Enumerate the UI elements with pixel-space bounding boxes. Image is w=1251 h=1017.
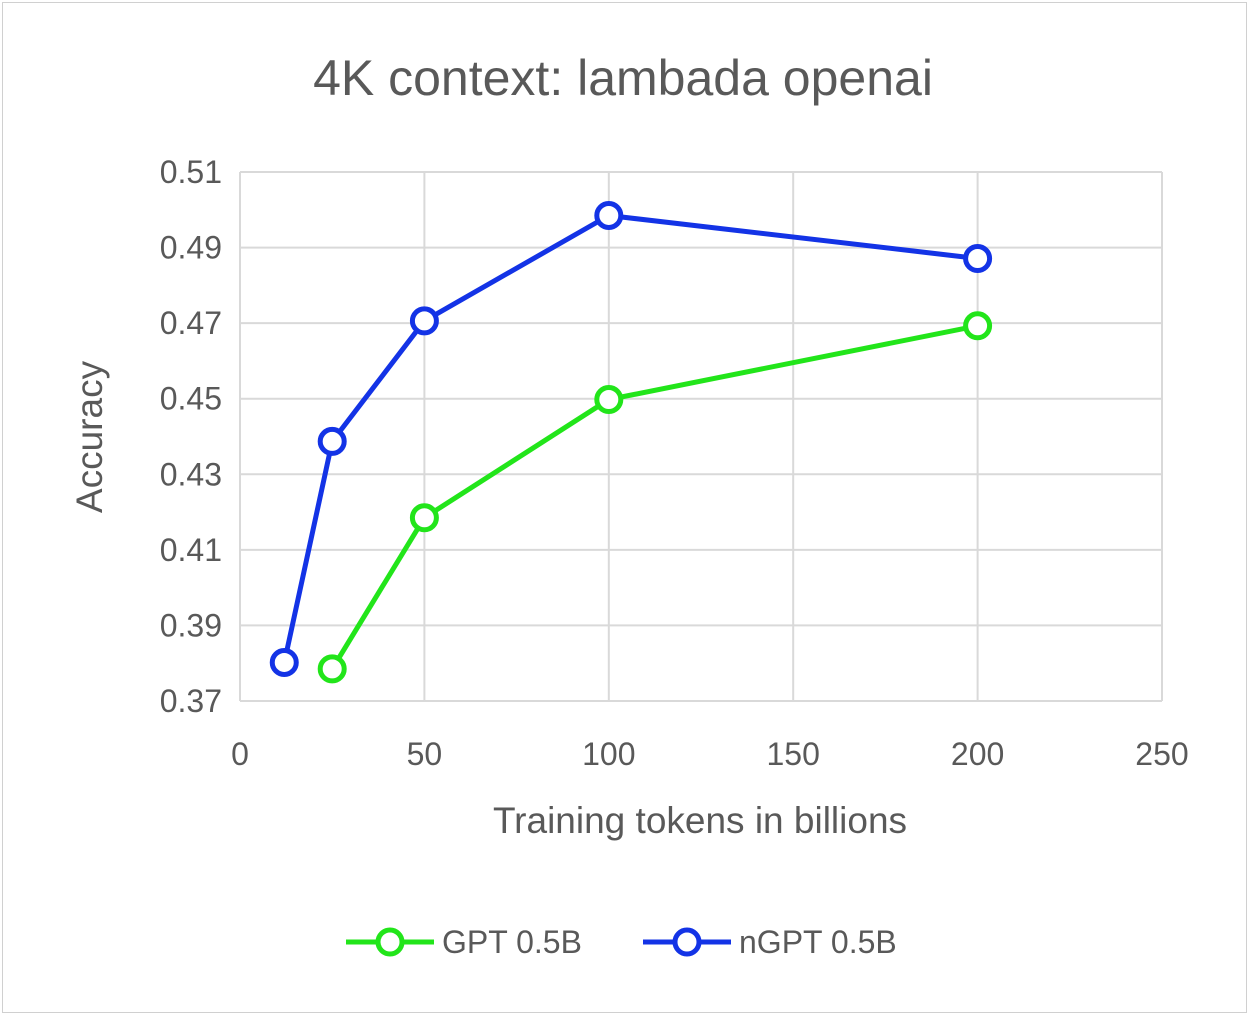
legend-label: GPT 0.5B — [442, 924, 582, 960]
data-point — [963, 311, 993, 341]
y-tick-label: 0.47 — [160, 305, 222, 341]
legend-item-ngpt-0-5b: nGPT 0.5B — [643, 924, 897, 960]
data-point — [409, 306, 439, 336]
chart-title: 4K context: lambada openai — [313, 50, 933, 106]
x-tick-label: 200 — [951, 736, 1004, 772]
x-tick-label: 50 — [407, 736, 443, 772]
data-point — [594, 200, 624, 230]
legend-label: nGPT 0.5B — [739, 924, 897, 960]
y-tick-label: 0.49 — [160, 230, 222, 266]
y-tick-label: 0.45 — [160, 381, 222, 417]
series-ngpt-0-5b — [269, 200, 993, 677]
y-tick-label: 0.41 — [160, 532, 222, 568]
x-tick-label: 100 — [582, 736, 635, 772]
data-point — [963, 244, 993, 274]
x-tick-label: 150 — [767, 736, 820, 772]
legend-item-gpt-0-5b: GPT 0.5B — [346, 924, 582, 960]
y-tick-label: 0.51 — [160, 154, 222, 190]
y-tick-label: 0.39 — [160, 607, 222, 643]
y-axis-label: Accuracy — [69, 360, 110, 513]
x-axis-ticks: 0 50 100 150 200 250 — [231, 736, 1189, 772]
grid-lines — [239, 171, 1163, 702]
legend-swatch-marker — [375, 927, 405, 957]
data-point — [409, 503, 439, 533]
y-axis-ticks: 0.37 0.39 0.41 0.43 0.45 0.47 0.49 0.51 — [160, 154, 222, 719]
legend: GPT 0.5B nGPT 0.5B — [346, 924, 897, 960]
data-point — [269, 647, 299, 677]
data-point — [317, 654, 347, 684]
series-line-gpt-0-5b — [330, 323, 979, 671]
x-tick-label: 250 — [1135, 736, 1188, 772]
series-gpt-0-5b — [317, 311, 993, 684]
x-tick-label: 0 — [231, 736, 249, 772]
series-layer — [269, 200, 993, 684]
legend-swatch-marker — [672, 927, 702, 957]
y-tick-label: 0.43 — [160, 456, 222, 492]
data-point — [594, 384, 624, 414]
y-tick-label: 0.37 — [160, 683, 222, 719]
data-point — [317, 426, 347, 456]
series-line-ngpt-0-5b — [281, 213, 978, 664]
x-axis-label: Training tokens in billions — [493, 800, 907, 841]
